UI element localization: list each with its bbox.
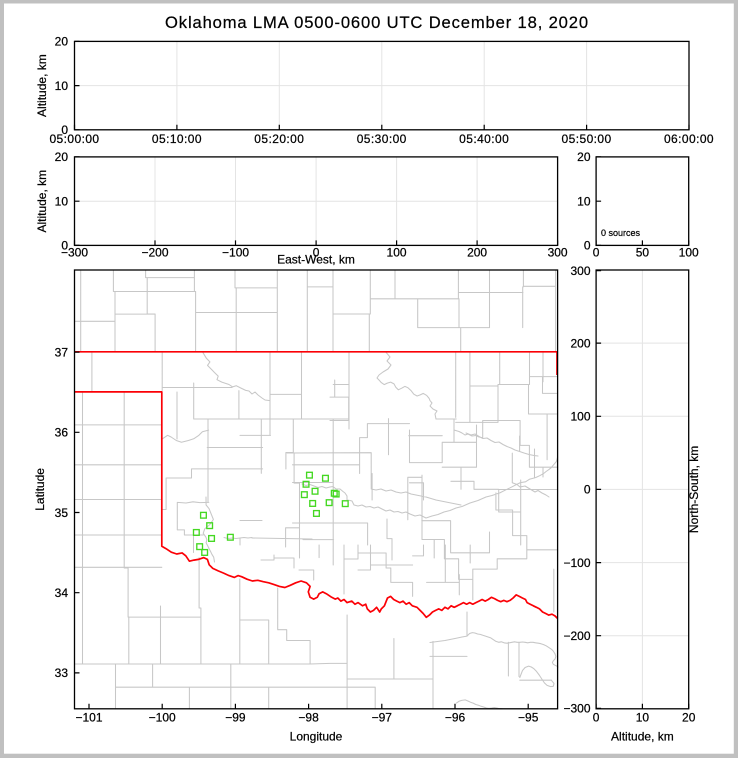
svg-text:Altitude, km: Altitude, km <box>35 170 49 233</box>
svg-text:0: 0 <box>584 483 591 497</box>
svg-text:05:30:00: 05:30:00 <box>357 132 407 146</box>
svg-text:10: 10 <box>55 195 69 209</box>
svg-text:Altitude, km: Altitude, km <box>35 54 49 117</box>
svg-text:33: 33 <box>55 666 69 680</box>
svg-text:−96: −96 <box>445 711 466 725</box>
svg-text:34: 34 <box>55 586 69 600</box>
svg-text:−200: −200 <box>142 246 169 260</box>
svg-text:−99: −99 <box>225 711 246 725</box>
svg-text:300: 300 <box>548 246 568 260</box>
svg-text:Altitude, km: Altitude, km <box>611 730 674 744</box>
svg-text:05:20:00: 05:20:00 <box>254 132 304 146</box>
svg-text:50: 50 <box>636 246 650 260</box>
svg-text:05:00:00: 05:00:00 <box>49 132 99 146</box>
svg-text:Longitude: Longitude <box>290 730 343 744</box>
svg-text:100: 100 <box>570 410 590 424</box>
svg-text:−100: −100 <box>222 246 249 260</box>
svg-text:−300: −300 <box>61 246 88 260</box>
svg-text:300: 300 <box>570 264 590 278</box>
svg-text:20: 20 <box>682 711 696 725</box>
svg-text:0: 0 <box>584 239 591 253</box>
svg-text:20: 20 <box>55 150 69 164</box>
svg-text:200: 200 <box>467 246 487 260</box>
svg-text:0: 0 <box>593 246 600 260</box>
svg-text:10: 10 <box>55 79 69 93</box>
svg-text:0: 0 <box>313 246 320 260</box>
svg-text:10: 10 <box>577 195 591 209</box>
svg-text:20: 20 <box>577 150 591 164</box>
svg-text:35: 35 <box>55 506 69 520</box>
svg-text:36: 36 <box>55 426 69 440</box>
svg-text:05:40:00: 05:40:00 <box>459 132 509 146</box>
svg-text:0 sources: 0 sources <box>601 228 641 238</box>
svg-text:100: 100 <box>679 246 699 260</box>
svg-text:−200: −200 <box>563 629 590 643</box>
svg-text:North-South, km: North-South, km <box>687 446 701 533</box>
svg-text:05:10:00: 05:10:00 <box>152 132 202 146</box>
svg-text:06:00:00: 06:00:00 <box>664 132 714 146</box>
svg-text:−95: −95 <box>518 711 539 725</box>
svg-text:Latitude: Latitude <box>33 468 47 511</box>
svg-text:0: 0 <box>61 123 68 137</box>
svg-text:20: 20 <box>55 35 69 49</box>
svg-text:0: 0 <box>593 711 600 725</box>
svg-text:0: 0 <box>61 239 68 253</box>
svg-text:05:50:00: 05:50:00 <box>562 132 612 146</box>
svg-text:−100: −100 <box>149 711 176 725</box>
svg-text:37: 37 <box>55 345 69 359</box>
svg-text:East-West, km: East-West, km <box>277 253 355 267</box>
svg-text:Oklahoma LMA 0500-0600 UTC Dec: Oklahoma LMA 0500-0600 UTC December 18, … <box>165 13 589 32</box>
svg-text:−100: −100 <box>563 556 590 570</box>
svg-text:200: 200 <box>570 336 590 350</box>
svg-text:−101: −101 <box>75 711 102 725</box>
svg-text:−300: −300 <box>563 702 590 716</box>
svg-text:10: 10 <box>636 711 650 725</box>
svg-text:100: 100 <box>387 246 407 260</box>
svg-text:−97: −97 <box>372 711 393 725</box>
svg-text:−98: −98 <box>298 711 319 725</box>
